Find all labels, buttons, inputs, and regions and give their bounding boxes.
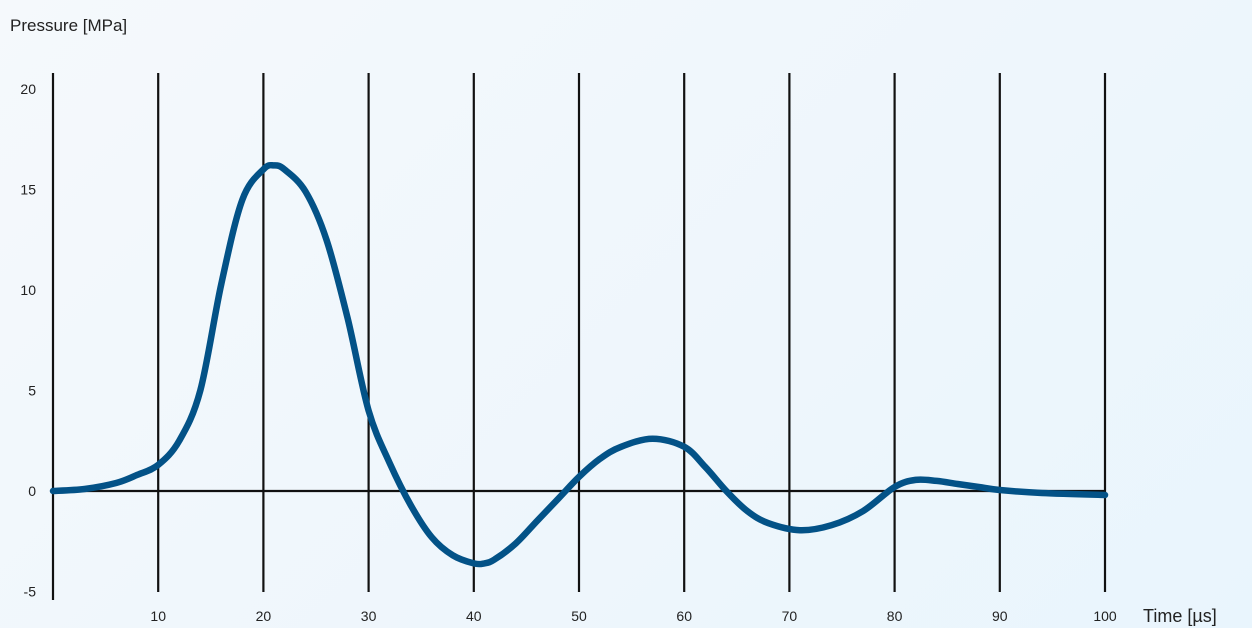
x-tick-label: 50 [571,608,587,624]
x-tick-label: 60 [676,608,692,624]
x-tick-label: 10 [150,608,166,624]
y-tick-label: 5 [28,383,36,399]
y-tick-label: -5 [24,584,37,600]
x-tick-label: 90 [992,608,1008,624]
y-axis-label: Pressure [MPa] [10,16,127,35]
y-tick-label: 15 [20,182,36,198]
axes [51,73,1105,600]
series-line-0 [49,161,1109,568]
x-tick-label: 30 [361,608,377,624]
x-axis-label: Time [µs] [1143,606,1217,626]
y-tick-label: 20 [20,81,36,97]
y-tick-label: 10 [20,282,36,298]
x-tick-label: 80 [887,608,903,624]
x-tick-label: 20 [256,608,272,624]
series-layer [49,161,1109,568]
y-tick-label: 0 [28,483,36,499]
x-tick-label: 100 [1093,608,1117,624]
x-tick-label: 40 [466,608,482,624]
x-tick-label: 70 [782,608,798,624]
grid-lines [157,73,1107,592]
